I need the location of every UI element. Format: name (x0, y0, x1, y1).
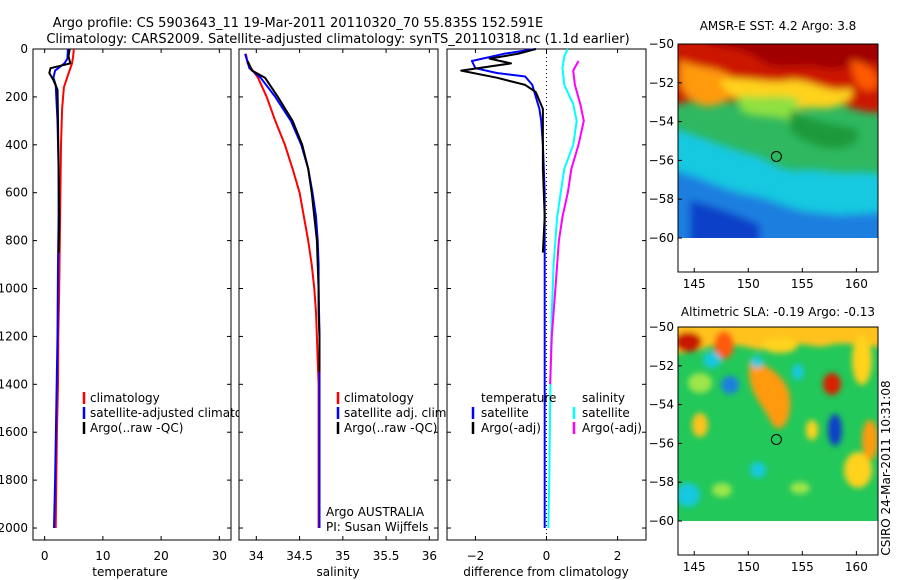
sla-map-title: Altimetric SLA: -0.19 Argo: -0.13 (681, 305, 875, 319)
owner-line1: Argo AUSTRALIA (326, 505, 425, 519)
salinity-x-tick-label: 34 (249, 549, 264, 563)
sst-lat-tick-label: −60 (649, 231, 674, 245)
salinity-y-ticks (239, 48, 438, 529)
sla-lon-tick-label: 155 (791, 560, 814, 574)
sla-argo-location-marker (770, 434, 782, 445)
depth-tick-label: 400 (5, 138, 28, 152)
difference-series-temperature-argo-adj (460, 48, 546, 253)
difference-x-label: difference from climatology (463, 565, 629, 579)
difference-x-tick-label: 0 (543, 549, 551, 563)
sst-lat-tick-label: −56 (649, 153, 674, 167)
sst-lat-tick-label: −52 (649, 76, 674, 90)
salinity-lines (244, 53, 321, 528)
depth-tick-label: 1800 (0, 473, 28, 487)
sla-lon-tick-label: 150 (737, 560, 760, 574)
legend-label-satellite-adj: satellite adj. clim. (344, 406, 450, 420)
temperature-x-tick-label: 0 (41, 549, 49, 563)
temperature-plot-area: 0 200 400 600 800 1000 1200 1400 1600 1800 2000 0 1… (0, 42, 232, 563)
depth-tick-label: 0 (20, 42, 28, 56)
difference-x-tick-label: 2 (614, 549, 622, 563)
depth-tick-label: 600 (5, 186, 28, 200)
owner-line2: PI: Susan Wijffels (326, 520, 428, 534)
temperature-legend: climatology satellite-adjusted climatolo… (82, 391, 268, 435)
temperature-x-tick-label: 30 (212, 549, 227, 563)
legend-label-sal-argo: Argo(-adj) (582, 421, 642, 435)
legend-label-climatology: climatology (90, 391, 160, 405)
sst-lat-tick-label: −54 (649, 115, 674, 129)
legend-header-temperature: temperature (481, 391, 556, 405)
sst-lat-tick-label: −50 (649, 37, 674, 51)
salinity-legend: climatology satellite adj. clim. Argo(..… (336, 391, 450, 435)
difference-series-salinity-argo-adj (549, 60, 585, 385)
csiro-timestamp-label: CSIRO 24-Mar-2011 10:31:08 (879, 380, 893, 555)
figure-title-line1: Argo profile: CS 5903643_11 19-Mar-2011 … (53, 16, 543, 31)
legend-label-climatology: climatology (344, 391, 414, 405)
salinity-x-tick-label: 35 (335, 549, 350, 563)
sst-lon-tick-label: 150 (737, 277, 760, 291)
depth-tick-label: 800 (5, 234, 28, 248)
salinity-x-tick-label: 34.5 (286, 549, 313, 563)
salinity-series-satellite-adj-clim (244, 53, 321, 528)
difference-series-salinity-satellite (547, 48, 578, 529)
depth-tick-label: 200 (5, 90, 28, 104)
sla-lat-tick-label: −50 (649, 320, 674, 334)
salinity-x-tick-label: 36 (422, 549, 437, 563)
sst-map-title: AMSR-E SST: 4.2 Argo: 3.8 (700, 19, 857, 33)
salinity-plot-area (238, 48, 439, 541)
temperature-series-climatology (54, 48, 75, 529)
depth-tick-label: 1600 (0, 425, 28, 439)
difference-y-ticks (447, 48, 646, 529)
legend-label-argo: Argo(..raw -QC) (90, 421, 183, 435)
depth-tick-label: 1200 (0, 329, 28, 343)
salinity-x-axis: 34 34.5 35 35.5 36 (249, 49, 437, 563)
figure-title-line2: Climatology: CARS2009. Satellite-adjuste… (46, 32, 629, 47)
sla-map-panel: Altimetric SLA: -0.19 Argo: -0.13 (649, 305, 879, 574)
sla-lat-tick-label: −58 (649, 475, 674, 489)
depth-tick-label: 1000 (0, 282, 28, 296)
sst-heatmap (678, 44, 878, 238)
depth-tick-label: 2000 (0, 521, 28, 535)
sst-lon-tick-label: 160 (845, 277, 868, 291)
temperature-panel: 0 200 400 600 800 1000 1200 1400 1600 1800 2000 0 1… (0, 42, 268, 579)
difference-legend: temperature satellite Argo(-adj) salinit… (471, 391, 642, 435)
salinity-series-argo-raw-qc (246, 60, 321, 373)
temperature-series-argo-raw-qc (48, 48, 72, 253)
depth-axis: 0 200 400 600 800 1000 1200 1400 1600 1800 2000 (0, 42, 231, 535)
sla-lon-tick-label: 145 (683, 560, 706, 574)
difference-x-tick-label: −2 (467, 549, 485, 563)
sst-lon-tick-label: 155 (791, 277, 814, 291)
sla-lon-tick-label: 160 (845, 560, 868, 574)
sst-map-axes: −50 −52 −54 −56 −58 −60 145 150 155 160 (649, 37, 868, 291)
difference-panel: −2 0 2 difference from climatology tempera… (446, 48, 647, 579)
temperature-lines (48, 48, 75, 529)
depth-tick-label: 1400 (0, 377, 28, 391)
sla-lat-tick-label: −56 (649, 436, 674, 450)
salinity-panel: 34 34.5 35 35.5 36 salinity climatology sate… (238, 48, 450, 579)
salinity-x-tick-label: 35.5 (373, 549, 400, 563)
legend-header-salinity: salinity (582, 391, 625, 405)
sla-lat-tick-label: −60 (649, 514, 674, 528)
legend-label-temp-argo: Argo(-adj) (481, 421, 541, 435)
sla-map-axes: −50 −52 −54 −56 −58 −60 145 150 155 160 (649, 320, 868, 574)
sla-lat-tick-label: −52 (649, 359, 674, 373)
temperature-x-label: temperature (92, 565, 167, 579)
sst-argo-location-marker (770, 151, 782, 162)
sst-lat-tick-label: −58 (649, 192, 674, 206)
difference-plot-area (446, 48, 647, 541)
salinity-x-label: salinity (316, 565, 359, 579)
temperature-x-axis: 0 10 20 30 (41, 49, 227, 563)
legend-label-argo: Argo(..raw -QC) (344, 421, 437, 435)
sla-heatmap (678, 327, 878, 521)
difference-lines (460, 48, 585, 529)
legend-label-sal-satellite: satellite (582, 406, 630, 420)
legend-label-satellite-adjusted: satellite-adjusted climatology (90, 406, 268, 420)
legend-label-temp-satellite: satellite (481, 406, 529, 420)
sla-lat-tick-label: −54 (649, 398, 674, 412)
sst-lon-tick-label: 145 (683, 277, 706, 291)
temperature-x-tick-label: 10 (95, 549, 110, 563)
temperature-x-tick-label: 20 (153, 549, 168, 563)
difference-series-temperature-satellite (470, 48, 546, 528)
sst-map-panel: AMSR-E SST: 4.2 Argo: 3.8 −50−52−54−56−5… (649, 19, 879, 291)
